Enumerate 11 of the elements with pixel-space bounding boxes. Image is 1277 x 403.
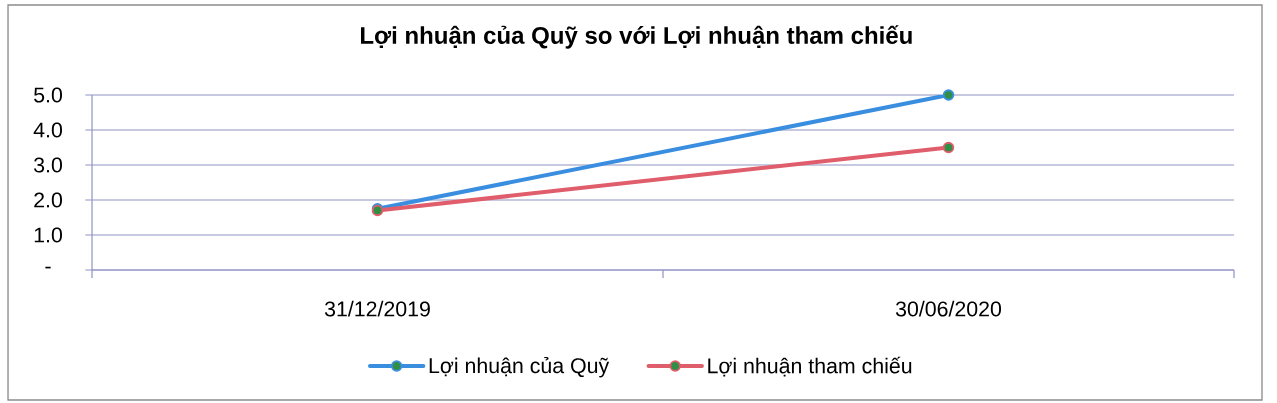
y-tick-label: 2.0 bbox=[34, 192, 62, 208]
chart-title: Lợi nhuận của Quỹ so với Lợi nhuận tham chiếu bbox=[361, 25, 912, 49]
y-tick-label: 1.0 bbox=[34, 227, 62, 243]
x-tick-label: 30/06/2020 bbox=[895, 300, 1002, 317]
y-tick-label: 5.0 bbox=[34, 87, 62, 103]
y-tick-label: - bbox=[45, 266, 51, 269]
x-tick-label: 31/12/2019 bbox=[324, 300, 430, 317]
y-tick-label: 4.0 bbox=[33, 122, 62, 138]
legend-label: Lợi nhuận của Quỹ bbox=[429, 356, 610, 378]
y-tick-label: 3.0 bbox=[34, 157, 62, 173]
legend-label: Lợi nhuận tham chiếu bbox=[708, 356, 912, 377]
